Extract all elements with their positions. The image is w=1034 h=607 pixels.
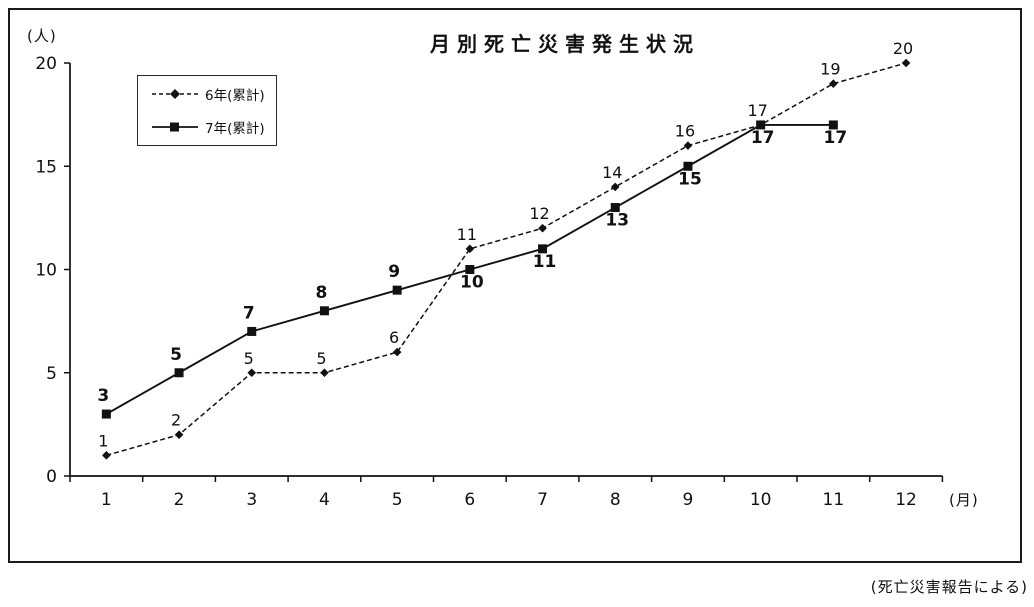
data-label: 11 (533, 252, 557, 272)
data-label: 13 (605, 211, 629, 231)
series-line-dashed (106, 62, 907, 457)
x-tick-label: 12 (895, 490, 917, 510)
data-point-diamond (829, 79, 838, 88)
data-label: 10 (460, 273, 484, 293)
chart-legend: 6年(累計) 7年(累計) (137, 75, 277, 146)
data-label: 17 (747, 101, 767, 120)
data-point-diamond (465, 244, 475, 254)
data-label: 12 (529, 204, 549, 223)
source-note: (死亡災害報告による) (870, 578, 1028, 596)
data-point-square (392, 285, 402, 295)
data-label: 6 (389, 328, 399, 347)
x-tick-label: 8 (610, 490, 621, 510)
data-point-diamond (320, 368, 329, 378)
data-point-square (610, 203, 620, 213)
data-label: 8 (316, 283, 328, 303)
data-label: 11 (457, 225, 477, 244)
x-tick-label: 10 (750, 490, 772, 510)
data-point-diamond (610, 182, 620, 192)
data-point-diamond (247, 368, 257, 378)
data-point-diamond (901, 58, 911, 68)
x-tick-label: 11 (823, 490, 845, 510)
data-point-square (247, 326, 257, 336)
x-tick-label: 2 (174, 490, 185, 510)
data-label: 2 (171, 411, 181, 430)
data-label: 5 (170, 345, 182, 365)
data-label: 5 (244, 349, 254, 368)
data-point-diamond (538, 223, 547, 233)
data-point-square (683, 161, 693, 171)
dashed-diamond-sample-icon (152, 89, 198, 99)
data-point-square (756, 120, 766, 130)
data-label: 16 (675, 122, 695, 141)
data-point-square (465, 265, 475, 274)
legend-label: 7年(累計) (205, 121, 265, 137)
data-label: 14 (602, 163, 622, 182)
x-tick-label: 9 (683, 490, 694, 510)
x-tick-label: 3 (246, 490, 257, 510)
y-tick-label: 0 (46, 467, 57, 487)
data-point-square (101, 409, 111, 419)
legend-item-series-7: 7年(累計) (151, 117, 276, 137)
data-label: 7 (243, 303, 255, 323)
y-tick-label: 5 (46, 364, 57, 384)
data-point-diamond (102, 451, 111, 460)
data-label: 3 (97, 386, 109, 406)
data-point-square (828, 120, 838, 130)
data-point-square (174, 368, 184, 378)
data-label: 19 (820, 60, 840, 79)
data-point-diamond (683, 141, 693, 150)
x-tick-label: 4 (319, 490, 330, 510)
data-label: 9 (388, 262, 400, 282)
data-point-square (319, 306, 329, 316)
legend-item-series-6: 6年(累計) (151, 84, 276, 104)
data-point-diamond (392, 347, 402, 357)
x-tick-label: 7 (537, 490, 548, 510)
data-point-diamond (174, 430, 184, 439)
data-label: 17 (824, 128, 848, 148)
y-tick-label: 10 (35, 261, 57, 281)
data-label: 17 (751, 128, 775, 148)
legend-label: 6年(累計) (205, 88, 265, 104)
x-tick-label: 5 (392, 490, 403, 510)
data-label: 15 (678, 169, 702, 189)
chart-title: 月別死亡災害発生状況 (430, 32, 700, 56)
y-tick-label: 20 (35, 54, 57, 74)
x-axis-unit-label: (月) (949, 491, 979, 509)
data-label: 1 (98, 431, 108, 450)
data-point-square (538, 244, 548, 254)
data-label: 20 (893, 39, 913, 58)
x-tick-label: 1 (101, 490, 112, 510)
y-axis-unit-label: (人) (27, 27, 57, 45)
y-tick-label: 15 (35, 157, 57, 177)
solid-square-sample-icon (152, 122, 198, 132)
data-label: 5 (316, 349, 326, 368)
x-tick-label: 6 (464, 490, 475, 510)
